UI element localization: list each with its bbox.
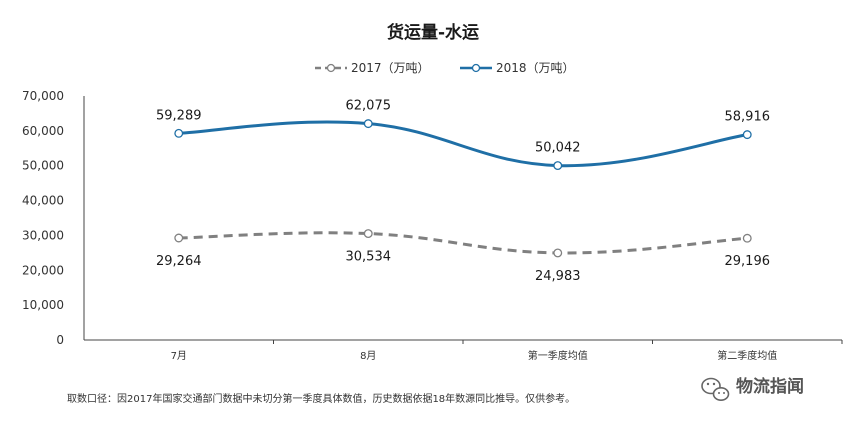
watermark-text: 物流指闻 bbox=[736, 376, 804, 397]
data-point bbox=[174, 233, 184, 243]
data-point bbox=[553, 161, 563, 171]
legend: 2017（万吨） 2018（万吨） bbox=[315, 61, 575, 75]
y-tick-label: 50,000 bbox=[22, 159, 64, 173]
legend-marker-2017 bbox=[326, 63, 336, 73]
data-point bbox=[363, 229, 373, 239]
series-line-0 bbox=[178, 231, 748, 255]
series-layer: 29,264 30,534 24,983 29,196 59,289 62,075 50,0… bbox=[156, 99, 770, 284]
y-ticks: 0 10,000 20,000 30,000 40,000 50,000 60,000 70,… bbox=[22, 89, 64, 347]
legend-marker-2018 bbox=[471, 63, 481, 73]
chart-title: 货运量-水运 bbox=[387, 22, 479, 43]
x-ticks: 7月 8月 第一季度均值 第二季度均值 bbox=[171, 340, 843, 362]
y-tick-label: 20,000 bbox=[22, 263, 64, 277]
series-line-1 bbox=[177, 120, 749, 168]
y-tick-label: 30,000 bbox=[22, 228, 64, 242]
data-label: 62,075 bbox=[346, 99, 392, 114]
data-label: 24,983 bbox=[535, 269, 581, 284]
x-tick-label: 第二季度均值 bbox=[717, 349, 777, 362]
data-point bbox=[363, 119, 373, 129]
footnote: 取数口径：因2017年国家交通部门数据中未切分第一季度具体数值，历史数据依据18… bbox=[67, 392, 575, 405]
data-point bbox=[742, 130, 752, 140]
y-tick-label: 60,000 bbox=[22, 124, 64, 138]
legend-label-2017: 2017（万吨） bbox=[351, 61, 430, 75]
data-point bbox=[742, 233, 752, 243]
y-tick-label: 10,000 bbox=[22, 298, 64, 312]
data-label: 50,042 bbox=[535, 141, 581, 156]
data-point bbox=[553, 248, 563, 258]
x-tick-label: 第一季度均值 bbox=[528, 349, 588, 362]
data-label: 58,916 bbox=[725, 110, 771, 125]
wechat-icon bbox=[701, 377, 730, 401]
data-label: 29,264 bbox=[156, 254, 202, 269]
data-label: 30,534 bbox=[346, 250, 392, 265]
x-tick-label: 8月 bbox=[360, 350, 376, 362]
data-label: 59,289 bbox=[156, 108, 202, 123]
y-tick-label: 0 bbox=[56, 333, 64, 347]
y-tick-label: 40,000 bbox=[22, 194, 64, 208]
legend-label-2018: 2018（万吨） bbox=[496, 61, 575, 75]
y-tick-label: 70,000 bbox=[22, 89, 64, 103]
data-point bbox=[174, 128, 184, 138]
x-tick-label: 7月 bbox=[171, 350, 187, 362]
data-label: 29,196 bbox=[725, 254, 771, 269]
watermark: 物流指闻 bbox=[701, 376, 804, 401]
